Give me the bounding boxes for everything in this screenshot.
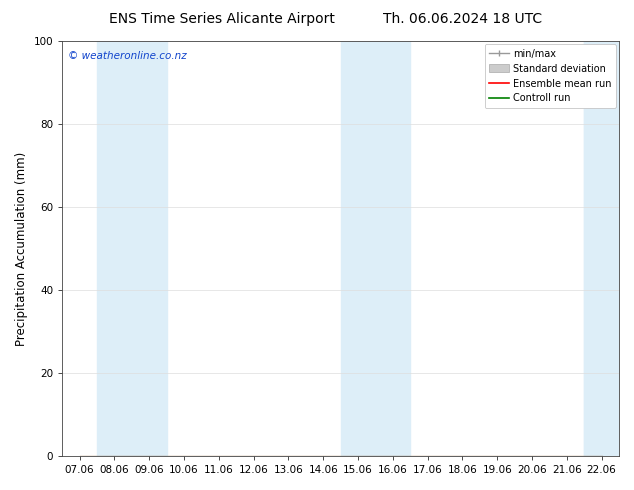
Text: Th. 06.06.2024 18 UTC: Th. 06.06.2024 18 UTC bbox=[384, 12, 542, 26]
Bar bbox=[584, 41, 619, 456]
Bar bbox=[97, 41, 167, 456]
Legend: min/max, Standard deviation, Ensemble mean run, Controll run: min/max, Standard deviation, Ensemble me… bbox=[484, 44, 616, 108]
Text: © weatheronline.co.nz: © weatheronline.co.nz bbox=[68, 51, 186, 61]
Text: ENS Time Series Alicante Airport: ENS Time Series Alicante Airport bbox=[109, 12, 335, 26]
Y-axis label: Precipitation Accumulation (mm): Precipitation Accumulation (mm) bbox=[15, 151, 28, 345]
Bar bbox=[340, 41, 410, 456]
Bar bbox=[584, 41, 619, 456]
